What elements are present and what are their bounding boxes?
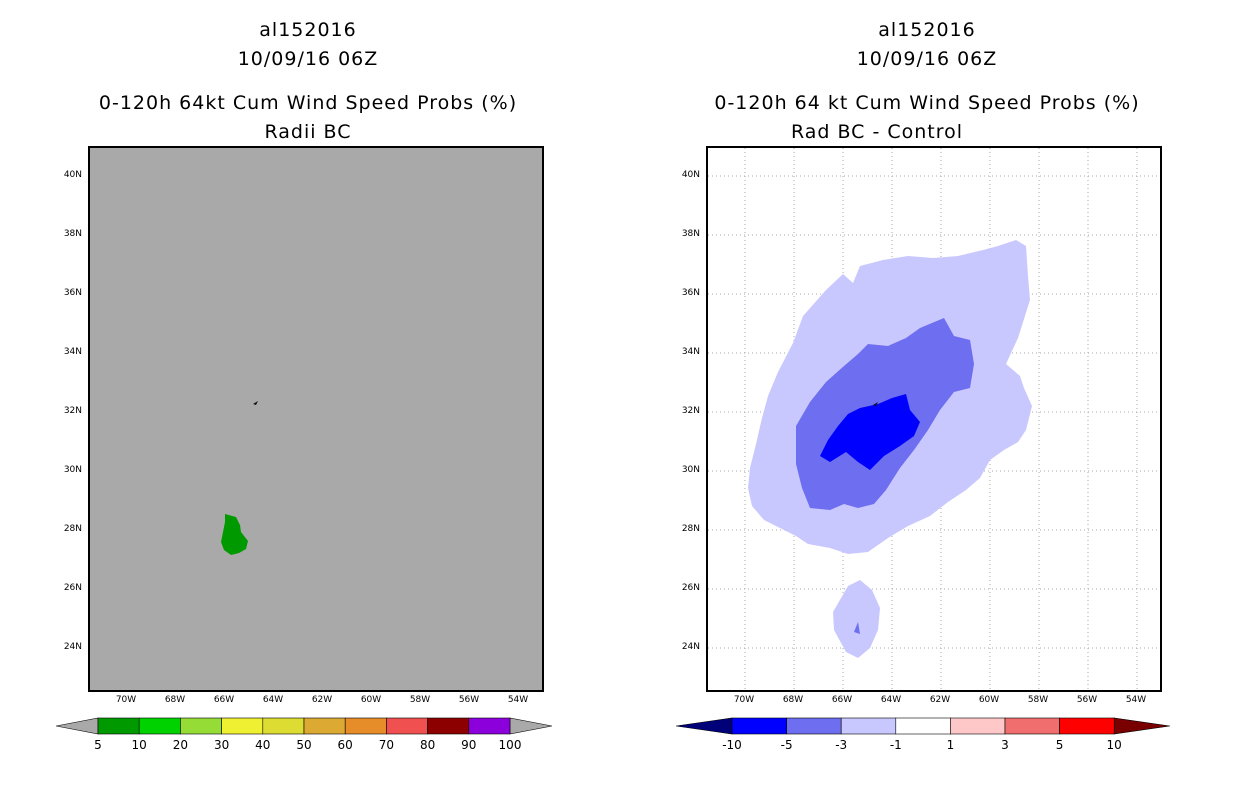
diff-area-medium-blue-south bbox=[854, 622, 860, 634]
lon-label: 68W bbox=[164, 695, 186, 705]
lat-label: 30N bbox=[63, 465, 82, 475]
colorbar-label: -10 bbox=[722, 738, 742, 752]
colorbar-label: 60 bbox=[337, 738, 353, 752]
lat-label: 38N bbox=[681, 229, 700, 239]
colorbar-segment bbox=[950, 717, 1006, 735]
colorbar-label: 30 bbox=[213, 738, 230, 752]
lat-label: 28N bbox=[681, 524, 700, 534]
island-marker bbox=[253, 401, 258, 405]
left-title-date: 10/09/16 06Z bbox=[237, 48, 379, 70]
colorbar-label: 80 bbox=[419, 738, 436, 752]
colorbar-segment bbox=[180, 717, 222, 735]
right-title-storm: al152016 bbox=[878, 19, 976, 41]
colorbar-over-arrow bbox=[1113, 717, 1171, 735]
colorbar-under-arrow bbox=[676, 717, 733, 735]
right-map-canvas bbox=[708, 148, 1160, 690]
colorbar-label: 40 bbox=[255, 738, 271, 752]
right-map-plot bbox=[706, 146, 1162, 692]
colorbar-segment bbox=[1059, 717, 1115, 735]
lat-label: 28N bbox=[63, 524, 82, 534]
colorbar-segment bbox=[262, 717, 305, 735]
colorbar-label: 70 bbox=[378, 738, 395, 752]
colorbar-over-arrow bbox=[509, 717, 553, 735]
lon-label: 64W bbox=[262, 695, 284, 705]
lat-label: 38N bbox=[63, 229, 82, 239]
lat-label: 32N bbox=[63, 406, 82, 416]
island-marker bbox=[873, 402, 878, 406]
lon-label: 66W bbox=[831, 695, 853, 705]
right-title-product: 0-120h 64 kt Cum Wind Speed Probs (%) bbox=[714, 92, 1140, 114]
left-title-product: 0-120h 64kt Cum Wind Speed Probs (%) bbox=[98, 92, 518, 114]
left-colorbar bbox=[56, 717, 553, 735]
lon-label: 62W bbox=[929, 695, 951, 705]
colorbar-segment bbox=[97, 717, 140, 735]
lon-label: 62W bbox=[311, 695, 333, 705]
left-map-canvas bbox=[221, 401, 258, 555]
colorbar-segment bbox=[427, 717, 470, 735]
colorbar-label: 20 bbox=[172, 738, 189, 752]
colorbar-segment bbox=[344, 717, 387, 735]
colorbar-segment bbox=[138, 717, 181, 735]
colorbar-segments bbox=[731, 717, 1115, 735]
right-title-run: Rad BC - Control bbox=[790, 121, 964, 143]
lon-label: 68W bbox=[782, 695, 804, 705]
lat-label: 30N bbox=[681, 465, 700, 475]
lon-label: 54W bbox=[1125, 695, 1147, 705]
colorbar-segment bbox=[303, 717, 346, 735]
colorbar-label: 90 bbox=[461, 738, 477, 752]
colorbar-label: -1 bbox=[889, 738, 902, 752]
lon-label: 60W bbox=[978, 695, 1000, 705]
diff-area-dark-blue bbox=[820, 394, 920, 470]
colorbar-segments bbox=[97, 717, 511, 735]
lat-label: 34N bbox=[63, 347, 82, 357]
lat-label: 34N bbox=[681, 347, 700, 357]
lat-label: 40N bbox=[681, 170, 700, 180]
colorbar-segment bbox=[468, 717, 511, 735]
lat-label: 24N bbox=[681, 642, 700, 652]
lon-label: 64W bbox=[880, 695, 902, 705]
lon-label: 54W bbox=[507, 695, 529, 705]
lon-label: 56W bbox=[1076, 695, 1098, 705]
colorbar-segment bbox=[731, 717, 787, 735]
colorbar-segment bbox=[1004, 717, 1060, 735]
lat-label: 26N bbox=[681, 583, 700, 593]
colorbar-label: 5 bbox=[1055, 738, 1064, 752]
colorbar-label: 5 bbox=[94, 738, 102, 752]
colorbar-segment bbox=[221, 717, 264, 735]
colorbar-label: -3 bbox=[835, 738, 848, 752]
lon-label: 70W bbox=[733, 695, 755, 705]
diff-area-light-blue-south bbox=[833, 580, 880, 658]
lon-label: 58W bbox=[409, 695, 431, 705]
grid-lines bbox=[708, 148, 1160, 690]
lat-label: 36N bbox=[681, 288, 700, 298]
lon-label: 70W bbox=[115, 695, 137, 705]
colorbar-segment bbox=[786, 717, 842, 735]
left-title-storm: al152016 bbox=[259, 19, 357, 41]
lat-label: 24N bbox=[63, 642, 82, 652]
lon-label: 60W bbox=[360, 695, 382, 705]
lat-label: 32N bbox=[681, 406, 700, 416]
colorbar-label: 1 bbox=[946, 738, 955, 752]
colorbar-segment bbox=[386, 717, 428, 735]
lon-label: 58W bbox=[1027, 695, 1049, 705]
probability-area-green bbox=[221, 514, 248, 555]
left-title-run: Radii BC bbox=[264, 121, 352, 143]
colorbar-label: 10 bbox=[131, 738, 147, 752]
colorbar-segment bbox=[895, 717, 951, 735]
colorbar-segment bbox=[840, 717, 897, 735]
lat-label: 40N bbox=[63, 170, 82, 180]
colorbar-label: 10 bbox=[1106, 738, 1122, 752]
lon-label: 56W bbox=[458, 695, 480, 705]
right-colorbar bbox=[676, 717, 1171, 735]
lon-label: 66W bbox=[213, 695, 235, 705]
left-map-plot bbox=[88, 146, 544, 692]
colorbar-under-arrow bbox=[56, 717, 99, 735]
colorbar-label: 100 bbox=[498, 738, 522, 752]
lat-label: 26N bbox=[63, 583, 82, 593]
right-title-date: 10/09/16 06Z bbox=[856, 48, 998, 70]
colorbar-label: -5 bbox=[780, 738, 793, 752]
colorbar-label: 50 bbox=[296, 738, 312, 752]
colorbar-label: 3 bbox=[1001, 738, 1009, 752]
lat-label: 36N bbox=[63, 288, 82, 298]
